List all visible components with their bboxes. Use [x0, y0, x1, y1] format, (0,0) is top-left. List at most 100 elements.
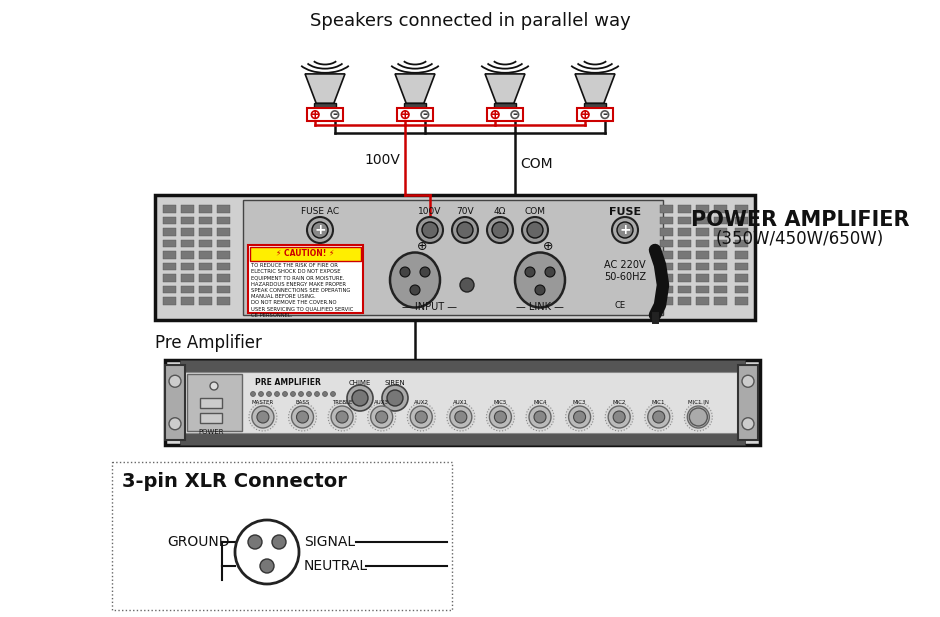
Text: — LINK —: — LINK —: [516, 302, 564, 312]
Text: GROUND: GROUND: [167, 535, 230, 549]
Bar: [714, 239, 727, 247]
Bar: [314, 103, 336, 109]
Circle shape: [249, 403, 277, 431]
Bar: [714, 274, 727, 281]
Circle shape: [645, 403, 673, 431]
Bar: [735, 297, 748, 305]
Circle shape: [299, 392, 304, 397]
Circle shape: [421, 111, 429, 118]
Bar: [165, 365, 185, 440]
Text: AUX3: AUX3: [374, 400, 389, 405]
Polygon shape: [575, 74, 615, 103]
Circle shape: [370, 406, 393, 428]
Circle shape: [455, 411, 467, 423]
Text: -: -: [512, 108, 517, 121]
Circle shape: [569, 406, 590, 428]
Bar: [181, 297, 194, 305]
Bar: [678, 217, 691, 224]
Text: +: +: [580, 108, 590, 121]
Circle shape: [331, 111, 338, 118]
Bar: [199, 228, 212, 236]
Bar: [678, 205, 691, 212]
Bar: [660, 217, 673, 224]
Bar: [494, 103, 516, 109]
Circle shape: [534, 411, 546, 423]
Circle shape: [248, 535, 262, 549]
Circle shape: [291, 406, 314, 428]
Circle shape: [368, 403, 396, 431]
Text: MIC5: MIC5: [494, 400, 508, 405]
Circle shape: [687, 406, 710, 428]
Bar: [714, 228, 727, 236]
Text: COM: COM: [525, 207, 545, 216]
Bar: [660, 239, 673, 247]
Bar: [696, 274, 709, 281]
Text: 100V: 100V: [365, 153, 400, 167]
Bar: [678, 286, 691, 293]
Text: AC 220V
50-60HZ: AC 220V 50-60HZ: [603, 260, 646, 281]
Circle shape: [452, 217, 478, 243]
Polygon shape: [485, 74, 525, 103]
Circle shape: [307, 217, 333, 243]
Bar: [199, 262, 212, 270]
Circle shape: [289, 403, 317, 431]
Circle shape: [260, 559, 274, 573]
Circle shape: [267, 392, 272, 397]
Bar: [678, 239, 691, 247]
Text: FUSE AC: FUSE AC: [301, 207, 339, 216]
Circle shape: [487, 217, 513, 243]
Bar: [181, 262, 194, 270]
Bar: [217, 217, 230, 224]
Bar: [660, 297, 673, 305]
Bar: [181, 239, 194, 247]
Bar: [181, 205, 194, 212]
Bar: [180, 372, 745, 433]
Circle shape: [535, 285, 545, 295]
Bar: [735, 205, 748, 212]
Text: +: +: [490, 108, 500, 121]
Text: SIREN: SIREN: [384, 380, 405, 386]
Circle shape: [457, 222, 473, 238]
Bar: [199, 297, 212, 305]
Circle shape: [460, 278, 474, 292]
Bar: [660, 251, 673, 259]
Bar: [199, 217, 212, 224]
Circle shape: [601, 111, 608, 118]
Circle shape: [648, 406, 669, 428]
Bar: [696, 251, 709, 259]
Circle shape: [450, 406, 472, 428]
Circle shape: [347, 385, 373, 411]
Circle shape: [306, 392, 311, 397]
Circle shape: [573, 411, 586, 423]
Circle shape: [613, 411, 625, 423]
Bar: [187, 374, 242, 431]
Bar: [199, 205, 212, 212]
Bar: [199, 274, 212, 281]
Bar: [696, 262, 709, 270]
Circle shape: [290, 392, 295, 397]
Bar: [250, 247, 361, 261]
Bar: [696, 228, 709, 236]
Text: ⚡ CAUTION! ⚡: ⚡ CAUTION! ⚡: [276, 249, 335, 259]
Circle shape: [210, 382, 218, 390]
Bar: [217, 228, 230, 236]
Text: PRE AMPLIFIER: PRE AMPLIFIER: [255, 378, 321, 387]
Circle shape: [684, 403, 713, 431]
Bar: [181, 217, 194, 224]
Circle shape: [422, 222, 438, 238]
Circle shape: [410, 285, 420, 295]
Bar: [738, 365, 758, 440]
Circle shape: [605, 403, 634, 431]
Bar: [584, 103, 605, 109]
Text: ⊕: ⊕: [542, 241, 554, 254]
Bar: [735, 274, 748, 281]
Bar: [217, 205, 230, 212]
Circle shape: [525, 267, 535, 277]
Text: 70V: 70V: [456, 207, 474, 216]
Circle shape: [272, 535, 286, 549]
Bar: [163, 239, 176, 247]
Text: SIGNAL: SIGNAL: [304, 535, 355, 549]
Text: COM: COM: [520, 157, 553, 171]
Bar: [163, 262, 176, 270]
Circle shape: [410, 406, 432, 428]
